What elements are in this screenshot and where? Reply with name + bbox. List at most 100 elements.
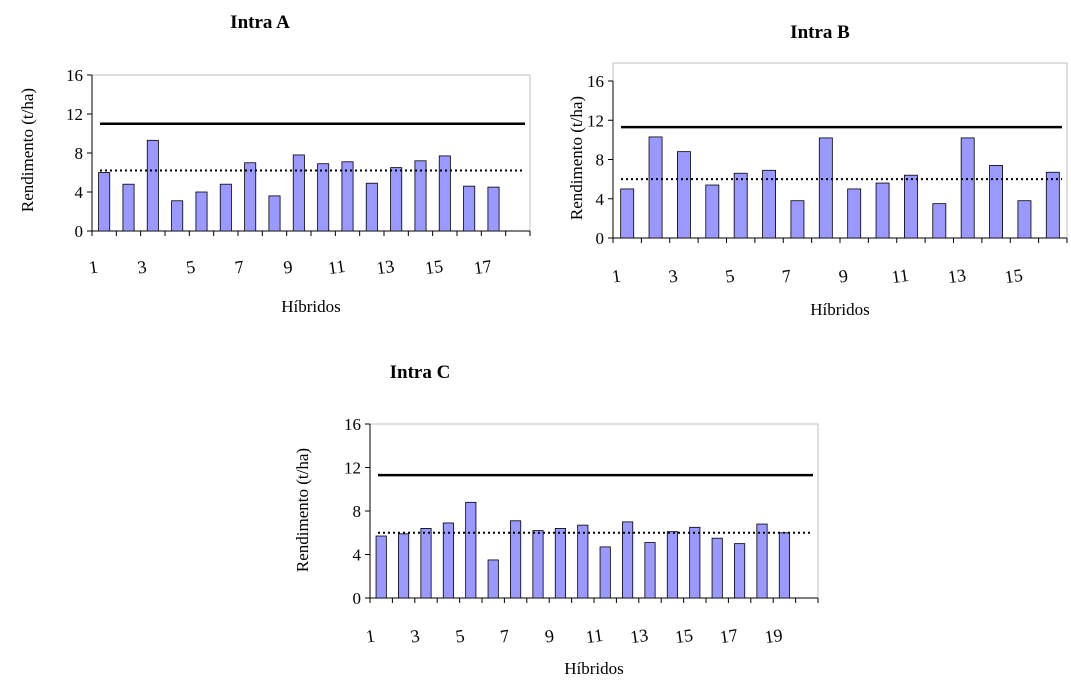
y-tick-label: 16 bbox=[66, 66, 83, 85]
x-tick-label: 3 bbox=[667, 266, 679, 287]
y-axis-label: Rendimento (t/ha) bbox=[18, 88, 37, 212]
y-tick-label: 12 bbox=[66, 105, 83, 124]
bar bbox=[577, 524, 589, 599]
bar bbox=[414, 160, 427, 232]
x-tick-label: 1 bbox=[87, 257, 99, 278]
bar bbox=[620, 188, 635, 239]
chart-title: Intra B bbox=[790, 22, 850, 43]
x-axis-label: Híbridos bbox=[564, 659, 624, 678]
bar bbox=[599, 546, 611, 599]
x-tick-label: 15 bbox=[1003, 265, 1024, 287]
bar bbox=[711, 537, 723, 599]
bar bbox=[734, 543, 746, 599]
x-tick-label: 11 bbox=[327, 256, 347, 278]
bar bbox=[146, 139, 159, 232]
bar bbox=[790, 200, 805, 239]
y-tick-label: 8 bbox=[596, 151, 605, 170]
x-tick-label: 13 bbox=[375, 256, 396, 278]
y-tick-label: 0 bbox=[353, 589, 362, 608]
bar bbox=[1045, 171, 1060, 239]
bar bbox=[122, 183, 135, 232]
bar bbox=[98, 172, 111, 232]
bar bbox=[554, 527, 566, 599]
bar bbox=[818, 137, 833, 239]
bar bbox=[875, 182, 890, 239]
y-tick-label: 0 bbox=[75, 222, 84, 241]
chart-intra-a: Intra A 0 4 8 12 16 1 3 5 7 9 11 13 15 17 Rendimento (… bbox=[0, 0, 540, 330]
bar bbox=[317, 163, 330, 232]
x-tick-label: 17 bbox=[718, 625, 739, 647]
bar bbox=[960, 137, 975, 239]
x-tick-label: 9 bbox=[838, 266, 850, 287]
bar bbox=[847, 188, 862, 239]
bar bbox=[375, 535, 387, 599]
x-tick-label: 17 bbox=[472, 256, 493, 278]
y-axis-label: Rendimento (t/ha) bbox=[293, 448, 312, 572]
x-tick-label: 7 bbox=[233, 257, 245, 278]
bar bbox=[689, 526, 701, 599]
y-tick-label: 12 bbox=[344, 459, 361, 478]
bar bbox=[648, 136, 663, 239]
x-tick-label: 13 bbox=[629, 625, 650, 647]
x-axis-label: Híbridos bbox=[810, 300, 870, 319]
bar bbox=[510, 520, 522, 599]
y-tick-label: 8 bbox=[75, 144, 84, 163]
y-tick-label: 4 bbox=[75, 183, 84, 202]
bar bbox=[705, 184, 720, 239]
bar bbox=[171, 200, 184, 232]
x-tick-label: 5 bbox=[724, 266, 736, 287]
bar bbox=[465, 501, 477, 599]
bar bbox=[677, 151, 691, 239]
bar bbox=[442, 522, 454, 599]
plot-frame bbox=[369, 423, 819, 599]
bar bbox=[341, 161, 354, 232]
bar bbox=[487, 186, 500, 232]
bar bbox=[244, 162, 257, 232]
bar bbox=[390, 167, 403, 232]
chart-intra-c: Intra C 0 4 8 12 16 1 3 5 7 9 11 13 15 17 19 Rendimento… bbox=[240, 350, 840, 685]
bar bbox=[1017, 200, 1032, 239]
bar bbox=[487, 559, 499, 599]
bar bbox=[398, 533, 410, 599]
y-tick-label: 8 bbox=[353, 502, 362, 521]
bar bbox=[532, 530, 544, 599]
bar bbox=[989, 164, 1003, 239]
x-tick-label: 7 bbox=[499, 626, 511, 647]
y-tick-label: 16 bbox=[344, 415, 361, 434]
bar bbox=[195, 191, 208, 232]
bar bbox=[420, 527, 432, 599]
bar bbox=[644, 542, 656, 599]
x-axis-label: Híbridos bbox=[281, 297, 341, 316]
chart-title: Intra A bbox=[230, 12, 290, 33]
y-axis-label: Rendimento (t/ha) bbox=[567, 96, 586, 220]
x-tick-label: 19 bbox=[763, 625, 784, 647]
bar bbox=[756, 523, 768, 599]
x-tick-label: 9 bbox=[544, 626, 556, 647]
x-tick-label: 3 bbox=[409, 626, 421, 647]
bar bbox=[932, 203, 947, 239]
y-tick-label: 0 bbox=[596, 229, 605, 248]
x-tick-label: 11 bbox=[890, 265, 910, 287]
bar bbox=[666, 531, 678, 599]
x-tick-label: 3 bbox=[136, 257, 148, 278]
bar bbox=[219, 183, 232, 232]
x-tick-label: 5 bbox=[454, 626, 466, 647]
bar bbox=[622, 521, 634, 599]
bar bbox=[778, 532, 790, 599]
y-tick-label: 4 bbox=[353, 546, 362, 565]
bar bbox=[438, 155, 451, 232]
y-tick-label: 4 bbox=[596, 190, 605, 209]
bar bbox=[762, 169, 776, 239]
y-tick-label: 12 bbox=[587, 111, 604, 130]
bar bbox=[292, 154, 305, 232]
x-tick-label: 13 bbox=[947, 265, 968, 287]
x-tick-label: 15 bbox=[424, 256, 445, 278]
bar bbox=[268, 195, 281, 232]
y-tick-label: 16 bbox=[587, 72, 604, 91]
x-tick-label: 15 bbox=[674, 625, 695, 647]
